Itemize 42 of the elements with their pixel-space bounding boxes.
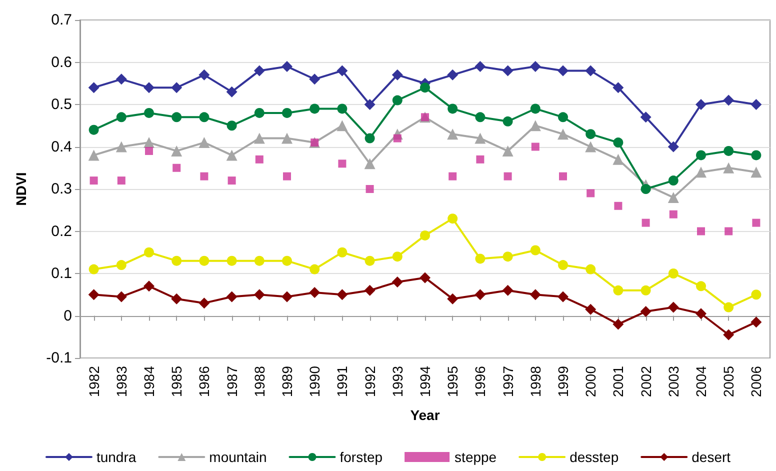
x-tick-label: 1999 — [555, 366, 571, 398]
y-tick-label: 0.6 — [51, 54, 72, 71]
x-tick-label: 2003 — [665, 366, 682, 398]
y-tick-label: 0.1 — [51, 265, 72, 282]
y-tick-label: 0.4 — [51, 138, 72, 156]
x-tick-label: 1986 — [196, 366, 212, 398]
x-tick-label: 1992 — [362, 366, 378, 398]
x-tick-label: 1993 — [389, 366, 406, 398]
x-tick-label: 1989 — [279, 366, 295, 398]
x-tick-label: 1987 — [224, 366, 240, 398]
x-tick-label: 1984 — [141, 366, 157, 398]
legend-label: mountain — [209, 449, 267, 465]
x-tick-label: 1985 — [168, 366, 185, 398]
y-tick-label: 0.7 — [51, 12, 72, 28]
x-tick-label: 1998 — [527, 366, 544, 398]
x-tick-label: 2004 — [693, 366, 709, 398]
y-tick-label: 0.5 — [51, 96, 72, 113]
x-tick-label: 1990 — [306, 366, 323, 398]
y-tick-label: -0.1 — [46, 350, 72, 366]
x-tick-label: 2000 — [582, 366, 599, 398]
legend-label: desstep — [570, 449, 619, 465]
y-tick-label: 0.2 — [51, 222, 72, 240]
x-axis-title: Year — [410, 407, 440, 423]
x-tick-label: 1995 — [444, 366, 461, 398]
x-tick-label: 1983 — [113, 366, 130, 398]
y-tick-label: 0 — [64, 307, 72, 324]
x-tick-label: 1982 — [86, 366, 102, 398]
x-tick-label: 1997 — [500, 366, 516, 398]
legend-label: desert — [692, 449, 731, 465]
x-tick-label: 2001 — [610, 366, 626, 398]
x-tick-label: 2005 — [720, 366, 737, 398]
y-axis-title: NDVI — [13, 172, 29, 206]
legend-label: forstep — [340, 449, 383, 465]
x-tick-label: 2002 — [638, 366, 654, 398]
x-tick-label: 1994 — [417, 366, 433, 398]
legend-label: steppe — [454, 449, 497, 465]
legend-label: tundra — [96, 449, 136, 465]
x-tick-label: 2006 — [748, 366, 764, 398]
x-tick-label: 1991 — [334, 366, 350, 398]
y-tick-label: 0.3 — [51, 180, 72, 198]
x-tick-label: 1988 — [251, 366, 268, 398]
x-tick-label: 1996 — [472, 366, 488, 398]
